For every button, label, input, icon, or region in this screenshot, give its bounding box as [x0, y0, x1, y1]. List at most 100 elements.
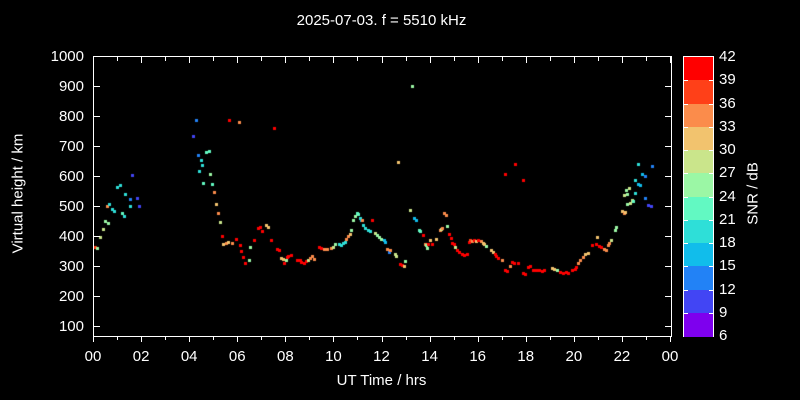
- y-tick-label: 600: [58, 168, 84, 185]
- y-axis-tick: [94, 266, 100, 267]
- colorbar-tick: [709, 243, 713, 244]
- x-tick-label: 16: [469, 348, 486, 365]
- colorbar-tick: [709, 219, 713, 221]
- colorbar-tick-label: 36: [719, 94, 736, 112]
- y-tick-label: 500: [58, 198, 84, 215]
- colorbar-segment: [684, 150, 713, 174]
- x-tick-label: 10: [325, 348, 342, 365]
- x-tick-label: 20: [565, 348, 583, 365]
- colorbar-tick: [684, 173, 688, 175]
- x-axis-tick: [645, 57, 647, 61]
- colorbar-segment: [684, 312, 713, 337]
- colorbar-tick: [684, 219, 688, 221]
- y-tick-label: 700: [58, 138, 84, 155]
- x-axis-tick: [333, 336, 335, 342]
- y-axis-tick: [665, 56, 671, 57]
- x-axis-tick: [549, 336, 551, 340]
- y-axis-tick: [94, 86, 100, 87]
- y-tick-label: 800: [58, 108, 84, 125]
- x-axis-tick: [333, 57, 335, 63]
- colorbar-tick-label: 15: [719, 257, 736, 275]
- y-tick-label: 300: [58, 258, 84, 275]
- x-tick-label: 08: [276, 348, 294, 365]
- y-axis-tick: [665, 86, 671, 87]
- x-axis-tick: [621, 57, 623, 63]
- x-axis-tick: [165, 336, 167, 340]
- colorbar-tick-label: 21: [719, 210, 736, 228]
- x-axis-tick: [501, 336, 503, 340]
- y-axis-label: Virtual height / km: [9, 133, 27, 254]
- x-axis-tick: [597, 57, 599, 61]
- colorbar-tick: [709, 103, 713, 105]
- y-tick-label: 200: [58, 288, 84, 305]
- x-axis-tick: [453, 57, 455, 61]
- colorbar: [683, 56, 714, 337]
- y-tick-label: 1000: [50, 48, 84, 65]
- colorbar-tick: [684, 126, 688, 128]
- colorbar-tick: [684, 289, 688, 291]
- x-axis-tick: [381, 336, 383, 342]
- colorbar-tick-label: 30: [719, 141, 736, 158]
- x-axis-tick: [501, 57, 503, 61]
- y-axis-tick: [94, 146, 100, 147]
- x-axis-tick: [261, 336, 263, 340]
- colorbar-tick-label: 9: [719, 303, 728, 321]
- y-axis-tick: [94, 176, 100, 177]
- x-axis-tick: [189, 57, 191, 63]
- x-axis-tick: [645, 336, 647, 340]
- x-axis-tick: [141, 336, 143, 342]
- colorbar-tick-label: 27: [719, 164, 736, 182]
- colorbar-segment: [684, 266, 713, 290]
- y-axis-tick: [94, 326, 100, 327]
- colorbar-segment: [684, 196, 713, 221]
- x-axis-tick: [573, 336, 575, 342]
- x-axis-tick: [525, 57, 527, 63]
- colorbar-segment: [684, 173, 713, 197]
- y-axis-tick: [665, 206, 671, 207]
- colorbar-segment: [684, 80, 713, 104]
- colorbar-tick: [709, 289, 713, 291]
- colorbar-segment: [684, 243, 713, 267]
- y-axis-tick: [665, 116, 671, 117]
- x-axis-tick: [189, 336, 191, 342]
- x-tick-label: 18: [517, 348, 535, 365]
- x-axis-label: UT Time / hrs: [336, 372, 427, 389]
- x-axis-tick: [477, 336, 479, 342]
- x-axis-tick: [213, 57, 215, 61]
- x-tick-label: 14: [421, 348, 438, 365]
- x-tick-label: 22: [613, 348, 631, 365]
- y-tick-label: 400: [58, 228, 84, 245]
- x-axis-tick: [213, 336, 215, 340]
- x-axis-tick: [93, 336, 94, 342]
- colorbar-tick: [709, 150, 713, 151]
- x-axis-tick: [141, 57, 143, 63]
- x-axis-tick: [621, 336, 623, 342]
- y-tick-label: 100: [58, 318, 84, 335]
- x-axis-tick: [309, 336, 311, 340]
- x-axis-tick: [237, 57, 239, 63]
- colorbar-tick-label: 24: [719, 187, 736, 205]
- colorbar-tick-label: 12: [719, 280, 736, 298]
- y-axis-tick: [665, 146, 671, 147]
- y-tick-label: 900: [58, 78, 84, 95]
- colorbar-segment: [684, 103, 713, 128]
- chart-title: 2025-07-03. f = 5510 kHz: [296, 12, 467, 29]
- x-axis-tick: [670, 336, 671, 342]
- colorbar-segment: [684, 57, 713, 81]
- x-axis-tick: [117, 336, 119, 340]
- x-axis-tick: [117, 57, 119, 61]
- colorbar-tick-label: 18: [719, 234, 736, 251]
- colorbar-tick: [709, 196, 713, 198]
- x-tick-label: 12: [373, 348, 390, 365]
- colorbar-tick: [684, 103, 688, 105]
- x-axis-tick: [429, 336, 431, 342]
- y-axis-tick: [94, 236, 100, 237]
- colorbar-segment: [684, 219, 713, 244]
- plot-area: [93, 56, 672, 337]
- x-axis-tick: [309, 57, 311, 61]
- y-axis-tick: [94, 116, 100, 117]
- y-axis-tick: [665, 326, 671, 327]
- x-axis-tick: [573, 57, 575, 63]
- x-axis-tick: [261, 57, 263, 61]
